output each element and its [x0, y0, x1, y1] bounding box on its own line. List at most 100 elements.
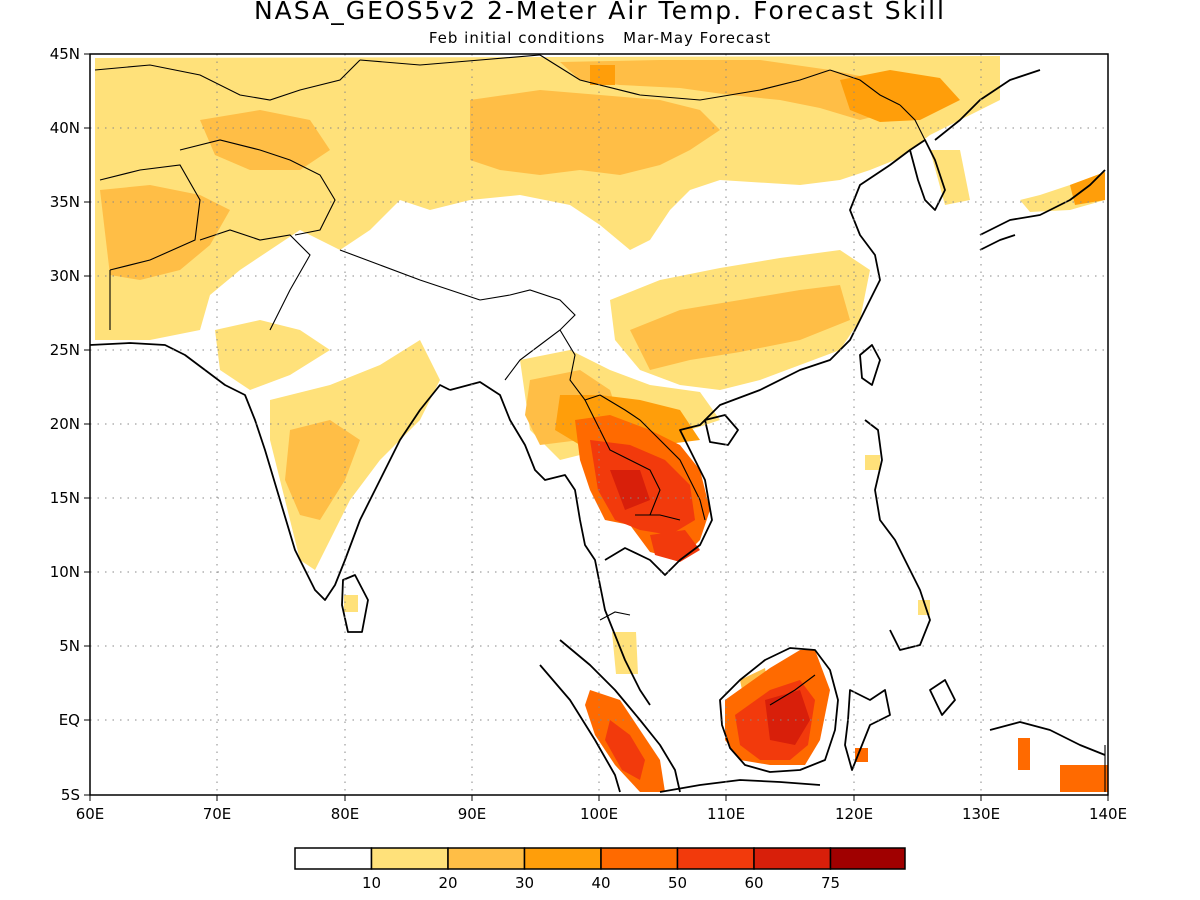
lat-label-15n: 15N [50, 489, 80, 507]
lon-label-120e: 120E [835, 805, 873, 823]
lon-label-110e: 110E [707, 805, 745, 823]
subtitle-initial-conditions: Feb initial conditions [428, 29, 606, 47]
gridlines [90, 54, 1108, 795]
border-malaysia-thailand [599, 611, 631, 621]
lon-label-70e: 70E [203, 805, 232, 823]
legend-swatch-7 [829, 847, 906, 870]
border-central-asia [94, 59, 361, 101]
skill-region-maluku [1018, 738, 1030, 770]
legend-swatch-2 [447, 847, 526, 870]
tick-marks [84, 53, 1109, 801]
coastline-japan [979, 169, 1106, 236]
coastline-sumatra-west [539, 664, 621, 793]
lon-label-90e: 90E [458, 805, 487, 823]
legend-swatch-6 [753, 847, 832, 870]
coastline-hainan [704, 414, 739, 446]
border-korea-china [899, 104, 926, 141]
skill-region-manchuria [840, 70, 960, 122]
skill-region-india-west [215, 320, 330, 390]
lon-label-140e: 140E [1089, 805, 1127, 823]
skill-region-tibet [470, 90, 720, 175]
lat-tick-labels: 45N 40N 35N 30N 25N 20N 15N 10N 5N EQ 5S [50, 45, 80, 804]
border-mongolia-east [829, 69, 901, 106]
border-afghanistan [179, 139, 336, 236]
border-thailand-laos [584, 399, 661, 516]
coastline-taiwan [859, 344, 881, 386]
legend-label-30: 30 [515, 874, 534, 892]
map-subtitle: Feb initial conditions Mar-May Forecast [0, 29, 1200, 47]
skill-region-india-south [285, 420, 360, 520]
lat-label-10n: 10N [50, 563, 80, 581]
skill-region-borneo-peak [765, 690, 810, 745]
lat-label-30n: 30N [50, 267, 80, 285]
legend-label-60: 60 [744, 874, 763, 892]
skill-region-newguinea [1060, 765, 1108, 792]
legend-label-50: 50 [668, 874, 687, 892]
lon-label-130e: 130E [962, 805, 1000, 823]
skill-region-central-asia [200, 110, 330, 170]
lat-label-40n: 40N [50, 119, 80, 137]
coastline-sulawesi [844, 689, 891, 771]
coastline-india [204, 369, 451, 601]
coastline-srilanka [341, 574, 369, 633]
skill-region-thailand-peak [610, 470, 650, 510]
skill-region-sichuan [630, 285, 850, 370]
map-title: NASA_GEOS5v2 2-Meter Air Temp. Forecast … [253, 0, 946, 25]
lon-label-100e: 100E [580, 805, 618, 823]
skill-region-north-asia [95, 56, 1000, 340]
skill-region-luzon [865, 455, 880, 470]
coastlines [90, 69, 1106, 793]
coastline-russia-coast [934, 69, 1041, 141]
lat-label-5n: 5N [59, 637, 80, 655]
lat-label-5s: 5S [61, 786, 80, 804]
coastline-newguinea [989, 721, 1106, 756]
lat-label-eq: EQ [59, 711, 80, 729]
coastline-halmahera [929, 679, 956, 716]
legend-swatch-3 [523, 847, 602, 870]
legend-swatch-4 [600, 847, 679, 870]
lat-label-45n: 45N [50, 45, 80, 63]
border-myanmar-china [559, 329, 601, 401]
lon-label-60e: 60E [76, 805, 105, 823]
subtitle-forecast-period: Mar-May Forecast [623, 29, 772, 47]
border-cambodia [635, 514, 681, 521]
border-borneo [769, 674, 816, 706]
border-mongolia [359, 54, 831, 101]
coastline-japan-south [979, 234, 1016, 251]
skill-region-iran [100, 185, 230, 280]
coastline-philippines [864, 419, 931, 651]
border-nepal [339, 249, 481, 301]
coastline-borneo [719, 647, 839, 773]
border-laos-vietnam [599, 394, 706, 521]
legend-label-75: 75 [821, 874, 840, 892]
coastline-korea [909, 139, 946, 211]
coastline-bay-bengal [449, 381, 651, 706]
skill-region-mongolia-core [590, 65, 615, 85]
skill-region-japan-core [1070, 172, 1105, 205]
legend-label-20: 20 [438, 874, 457, 892]
skill-region-sulawesi [855, 748, 868, 762]
coastline-sumatra [559, 639, 681, 793]
color-legend: 10 20 30 40 50 60 75 [294, 847, 906, 892]
lat-label-20n: 20N [50, 415, 80, 433]
border-bhutan-bangladesh [479, 289, 576, 381]
legend-swatch-5 [676, 847, 755, 870]
lat-label-25n: 25N [50, 341, 80, 359]
border-iran [99, 164, 201, 271]
coastline-gulf-thailand [604, 149, 911, 576]
country-borders [94, 54, 1106, 792]
lon-label-80e: 80E [331, 805, 360, 823]
legend-label-10: 10 [362, 874, 381, 892]
lat-label-35n: 35N [50, 193, 80, 211]
legend-label-40: 40 [591, 874, 610, 892]
lon-tick-labels: 60E 70E 80E 90E 100E 110E 120E 130E 140E [76, 805, 1127, 823]
skill-shading [95, 56, 1108, 792]
skill-region-sumatra-core [605, 720, 645, 780]
skill-region-korea [930, 150, 970, 205]
coastline-arabia-persia [90, 342, 206, 371]
legend-swatch-1 [370, 847, 449, 870]
legend-swatch-0 [294, 847, 373, 870]
coastline-java [659, 779, 821, 793]
skill-region-srilanka [344, 595, 358, 612]
